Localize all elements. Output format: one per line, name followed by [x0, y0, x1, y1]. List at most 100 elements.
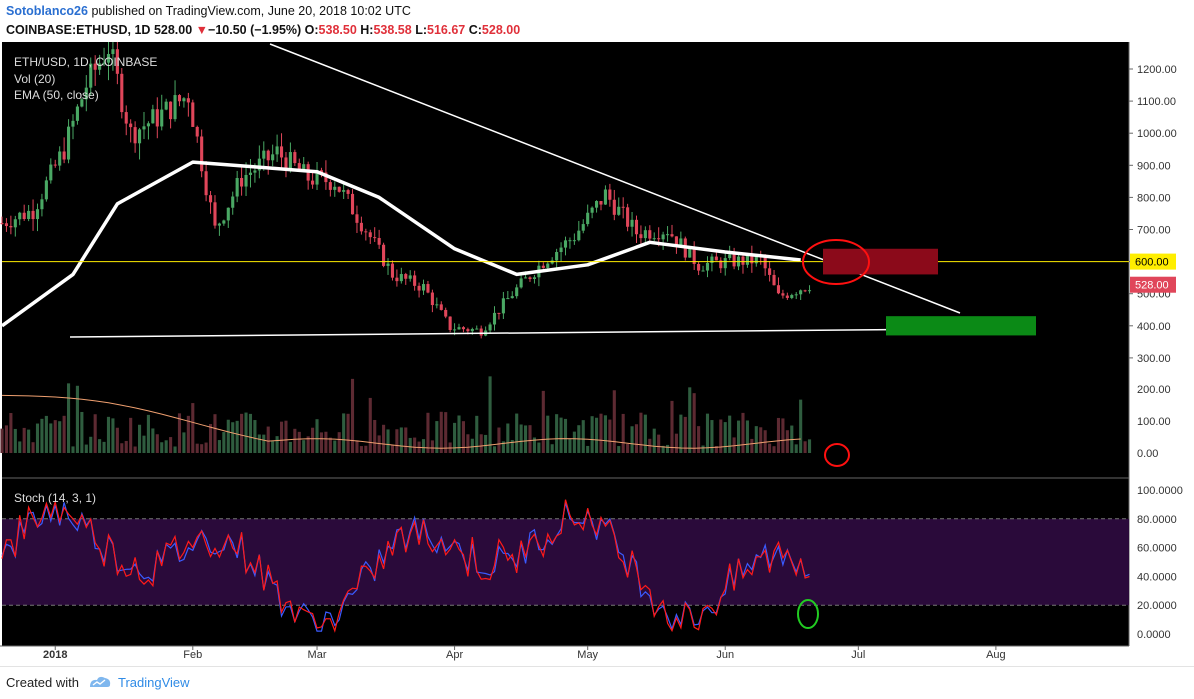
candle-body: [750, 253, 754, 264]
candle-body: [657, 238, 661, 240]
price-tick-label: 700.00: [1137, 225, 1171, 237]
volume-bar: [142, 435, 146, 453]
candle-body: [204, 171, 208, 196]
price-marker: [1130, 276, 1176, 293]
candle-body: [692, 246, 696, 265]
candle-body: [213, 202, 217, 226]
volume-bar: [781, 418, 785, 453]
candle-body: [386, 263, 390, 266]
candle-body: [350, 193, 355, 215]
candle-body: [541, 265, 545, 268]
volume-bar: [461, 421, 466, 453]
author-link[interactable]: Sotoblanco26: [6, 4, 88, 18]
volume-bar: [457, 415, 461, 453]
candle-body: [102, 62, 106, 64]
chart-svg[interactable]: ETH/USD, 1D, COINBASE Vol (20) EMA (50, …: [0, 31, 1194, 666]
volume-bar: [213, 414, 217, 453]
volume-bar: [80, 411, 84, 453]
volume-bar: [293, 428, 297, 453]
volume-bar: [279, 421, 284, 453]
volume-bar: [102, 441, 106, 453]
time-tick-label: May: [577, 649, 598, 661]
volume-bar: [306, 436, 310, 453]
volume-bar: [235, 420, 239, 453]
annotation-circle-volume: [824, 443, 850, 467]
volume-bar: [382, 424, 386, 453]
candle-body: [13, 219, 17, 228]
close-value: 528.00: [481, 23, 521, 37]
low-value: 516.67: [427, 23, 466, 37]
volume-bar: [586, 445, 590, 453]
candle-body: [413, 275, 417, 286]
candle-body: [288, 152, 292, 171]
volume-bar: [404, 427, 408, 453]
stoch-tick-label: 40.0000: [1137, 571, 1177, 583]
candle-body: [501, 298, 505, 314]
volume-bar: [421, 439, 426, 453]
candle-body: [652, 238, 656, 240]
volume-bar: [568, 438, 572, 453]
candle-body: [337, 186, 341, 192]
candle-body: [346, 190, 350, 194]
volume-bar: [337, 432, 341, 453]
volume-tick-label: 200.00: [1137, 384, 1171, 396]
last-price: 528.00: [153, 23, 193, 37]
candle-body: [563, 240, 568, 248]
candle-body: [603, 189, 607, 205]
candle-body: [466, 329, 470, 332]
candle-body: [231, 196, 235, 208]
volume-bar: [484, 434, 488, 453]
candle-body: [803, 290, 807, 292]
volume-bar: [768, 443, 772, 453]
volume-bar: [807, 439, 812, 453]
candle-body: [373, 237, 377, 239]
tradingview-link[interactable]: TradingView: [118, 675, 190, 690]
candle-body: [382, 244, 386, 266]
volume-bar: [115, 427, 119, 453]
volume-bar: [497, 427, 501, 453]
candle-body: [435, 304, 439, 306]
candle-body: [40, 199, 44, 210]
chart-area[interactable]: ETH/USD, 1D, COINBASE Vol (20) EMA (50, …: [0, 31, 1194, 666]
candle-body: [208, 195, 213, 203]
volume-bar: [643, 414, 647, 453]
candle-body: [146, 123, 150, 127]
candle-body: [67, 126, 71, 160]
volume-bar: [262, 434, 266, 453]
volume-bar: [342, 413, 346, 453]
candle-body: [555, 252, 559, 261]
candle-body: [155, 109, 159, 127]
candle-body: [18, 212, 22, 220]
volume-bar: [714, 446, 718, 453]
volume-bar: [297, 431, 301, 453]
candle-body: [515, 287, 519, 297]
candle-body: [670, 234, 674, 237]
candle-body: [98, 63, 102, 70]
volume-bar: [608, 419, 612, 453]
candle-body: [284, 157, 288, 171]
candle-body: [661, 234, 665, 240]
price-tick-label: 800.00: [1137, 192, 1171, 204]
volume-bar: [9, 413, 13, 453]
candle-body: [279, 146, 284, 158]
volume-bar: [794, 444, 798, 453]
candle-body: [62, 151, 66, 160]
candle-body: [426, 284, 430, 293]
candle-body: [754, 256, 758, 264]
volume-bar: [750, 438, 754, 453]
volume-bar: [430, 440, 434, 453]
candle-body: [75, 106, 79, 121]
volume-bar: [284, 420, 288, 453]
volume-bar: [155, 434, 159, 453]
volume-bar: [67, 383, 71, 453]
price-tick-label: 300.00: [1137, 353, 1171, 365]
price-tick-label: 400.00: [1137, 321, 1171, 333]
candle-body: [177, 95, 182, 102]
candle-body: [595, 201, 599, 208]
volume-bar: [772, 446, 776, 453]
volume-bar: [84, 444, 88, 453]
volume-bar: [89, 436, 93, 453]
volume-bar: [595, 417, 599, 453]
candle-body: [457, 327, 461, 330]
volume-bar: [75, 385, 79, 453]
